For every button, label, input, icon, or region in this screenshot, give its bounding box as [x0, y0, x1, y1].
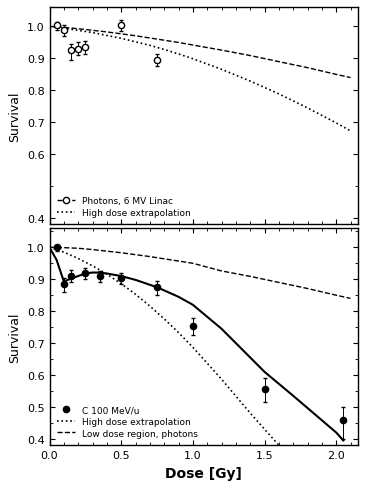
- Y-axis label: Survival: Survival: [8, 312, 21, 362]
- Y-axis label: Survival: Survival: [8, 91, 21, 142]
- Legend: C 100 MeV/u, High dose extrapolation, Low dose region, photons: C 100 MeV/u, High dose extrapolation, Lo…: [54, 403, 201, 441]
- X-axis label: Dose [Gy]: Dose [Gy]: [165, 466, 242, 480]
- Legend: Photons, 6 MV Linac, High dose extrapolation: Photons, 6 MV Linac, High dose extrapola…: [54, 194, 194, 221]
